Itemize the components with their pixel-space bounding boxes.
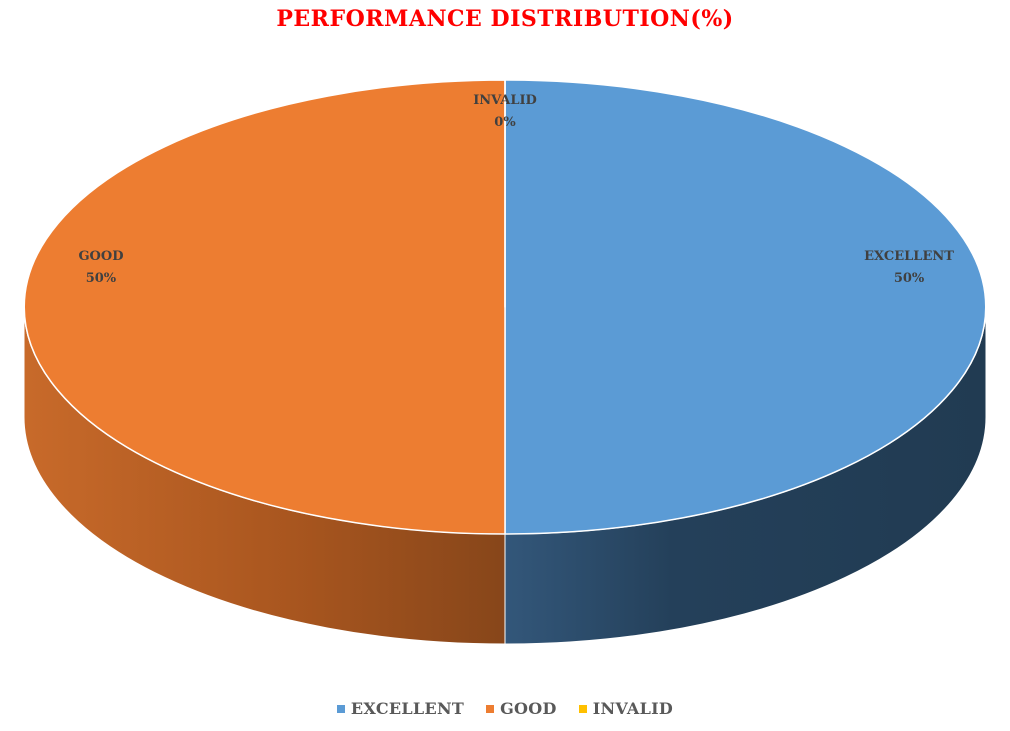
legend-label-excellent: EXCELLENT — [350, 699, 465, 718]
data-label-value-excellent: 50% — [894, 271, 925, 286]
legend-swatch-excellent — [336, 704, 345, 713]
data-label-category-excellent: EXCELLENT — [864, 249, 954, 264]
legend-swatch-good — [486, 704, 495, 713]
legend-swatch-invalid — [578, 704, 587, 713]
legend-label-invalid: INVALID — [592, 699, 674, 718]
pie-slice-excellent — [504, 79, 987, 535]
pie-labels: EXCELLENT 50% GOOD 50% INVALID 0% — [78, 93, 954, 286]
data-label-category-invalid: INVALID — [473, 93, 537, 108]
pie-slice-good — [23, 79, 506, 535]
data-label-category-good: GOOD — [78, 249, 123, 264]
data-label-value-invalid: 0% — [494, 115, 516, 130]
legend-label-good: GOOD — [500, 699, 557, 718]
legend: EXCELLENT GOOD INVALID — [0, 699, 1010, 718]
legend-item-good: GOOD — [486, 699, 557, 718]
legend-item-invalid: INVALID — [578, 699, 674, 718]
data-label-value-good: 50% — [86, 271, 117, 286]
chart-title: PERFORMANCE DISTRIBUTION(%) — [276, 6, 734, 32]
pie-tops — [23, 79, 987, 535]
legend-item-excellent: EXCELLENT — [336, 699, 465, 718]
